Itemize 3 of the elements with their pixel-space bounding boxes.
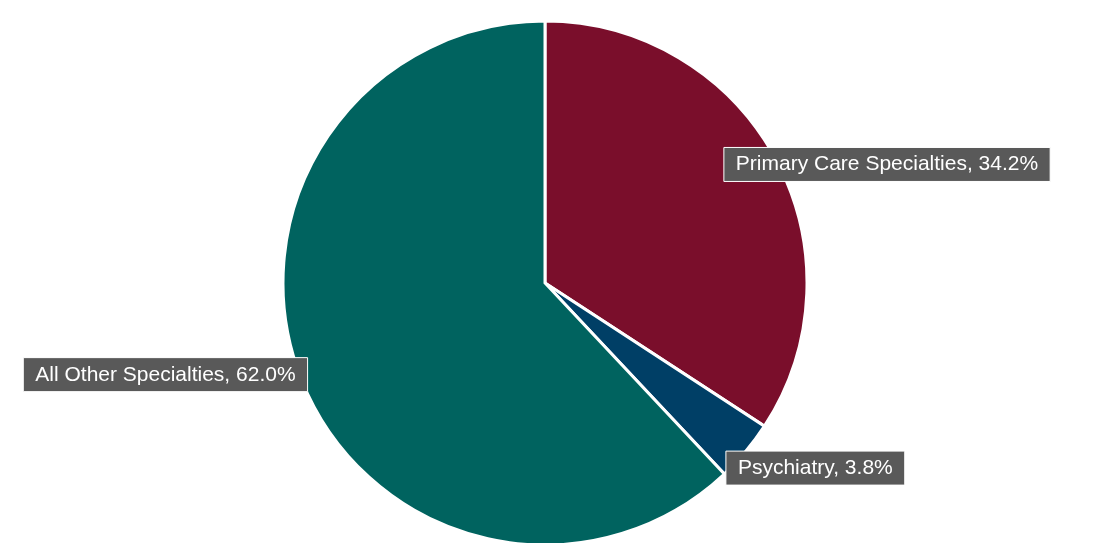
slice-label: Primary Care Specialties, 34.2%: [735, 151, 1039, 175]
slice-label: Psychiatry, 3.8%: [737, 455, 893, 479]
slice-label: All Other Specialties, 62.0%: [35, 361, 296, 385]
